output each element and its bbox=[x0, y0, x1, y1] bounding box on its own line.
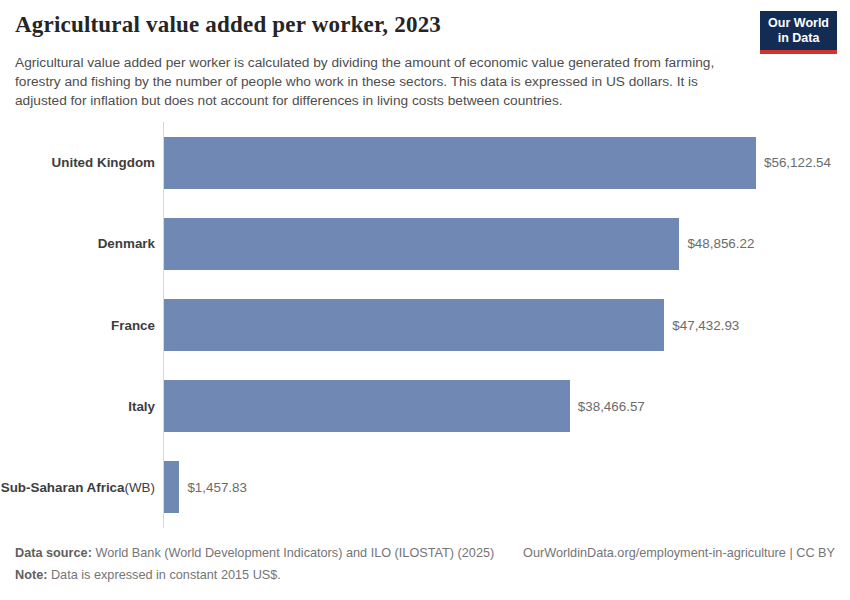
bar-area: $48,856.22 bbox=[163, 218, 850, 270]
owid-url-link[interactable]: OurWorldinData.org/employment-in-agricul… bbox=[523, 545, 835, 561]
category-label-italy: Italy bbox=[0, 399, 163, 414]
category-label-text: United Kingdom bbox=[52, 155, 155, 170]
chart-subtitle: Agricultural value added per worker is c… bbox=[15, 53, 745, 110]
category-label-sub-saharan-africa-wb: Sub-Saharan Africa (WB) bbox=[0, 480, 163, 495]
chart-row-sub-saharan-africa-wb: Sub-Saharan Africa (WB) $1,457.83 bbox=[0, 447, 850, 528]
bar-area: $47,432.93 bbox=[163, 299, 850, 351]
category-label-denmark: Denmark bbox=[0, 236, 163, 251]
chart-title: Agricultural value added per worker, 202… bbox=[15, 12, 441, 38]
bar-area: $38,466.57 bbox=[163, 380, 850, 432]
data-source-line: Data source: World Bank (World Developme… bbox=[15, 545, 494, 561]
chart-row-italy: Italy $38,466.57 bbox=[0, 366, 850, 447]
note-label: Note: bbox=[15, 568, 47, 582]
owid-logo-line2: in Data bbox=[768, 31, 829, 46]
chart-row-denmark: Denmark $48,856.22 bbox=[0, 203, 850, 284]
category-label-suffix: (WB) bbox=[125, 480, 156, 495]
bar-chart: United Kingdom $56,122.54 Denmark $48,856.2… bbox=[0, 122, 850, 528]
data-source-label: Data source: bbox=[15, 546, 92, 560]
bar-united-kingdom[interactable] bbox=[164, 137, 756, 189]
value-label-denmark: $48,856.22 bbox=[687, 236, 754, 251]
value-label-france: $47,432.93 bbox=[672, 318, 739, 333]
chart-row-united-kingdom: United Kingdom $56,122.54 bbox=[0, 122, 850, 203]
bar-denmark[interactable] bbox=[164, 218, 679, 270]
chart-rows: United Kingdom $56,122.54 Denmark $48,856.2… bbox=[0, 122, 850, 528]
value-label-united-kingdom: $56,122.54 bbox=[764, 155, 831, 170]
category-label-france: France bbox=[0, 318, 163, 333]
value-label-italy: $38,466.57 bbox=[578, 399, 645, 414]
owid-chart-page: Agricultural value added per worker, 202… bbox=[0, 0, 850, 600]
bar-area: $56,122.54 bbox=[163, 137, 850, 189]
note-text: Data is expressed in constant 2015 US$. bbox=[47, 568, 280, 582]
note-line: Note: Data is expressed in constant 2015… bbox=[15, 567, 835, 583]
bar-france[interactable] bbox=[164, 299, 664, 351]
category-label-text: France bbox=[111, 318, 155, 333]
category-label-text: Italy bbox=[128, 399, 155, 414]
bar-italy[interactable] bbox=[164, 380, 570, 432]
owid-logo-line1: Our World bbox=[768, 16, 829, 31]
owid-logo[interactable]: Our World in Data bbox=[760, 11, 837, 54]
category-label-united-kingdom: United Kingdom bbox=[0, 155, 163, 170]
chart-row-france: France $47,432.93 bbox=[0, 284, 850, 365]
value-label-sub-saharan-africa-wb: $1,457.83 bbox=[187, 480, 247, 495]
category-label-text: Sub-Saharan Africa bbox=[1, 480, 125, 495]
data-source-text: World Bank (World Development Indicators… bbox=[92, 546, 494, 560]
category-label-text: Denmark bbox=[98, 236, 155, 251]
bar-area: $1,457.83 bbox=[163, 461, 850, 513]
bar-sub-saharan-africa-wb[interactable] bbox=[164, 461, 179, 513]
footer: Data source: World Bank (World Developme… bbox=[15, 545, 835, 583]
